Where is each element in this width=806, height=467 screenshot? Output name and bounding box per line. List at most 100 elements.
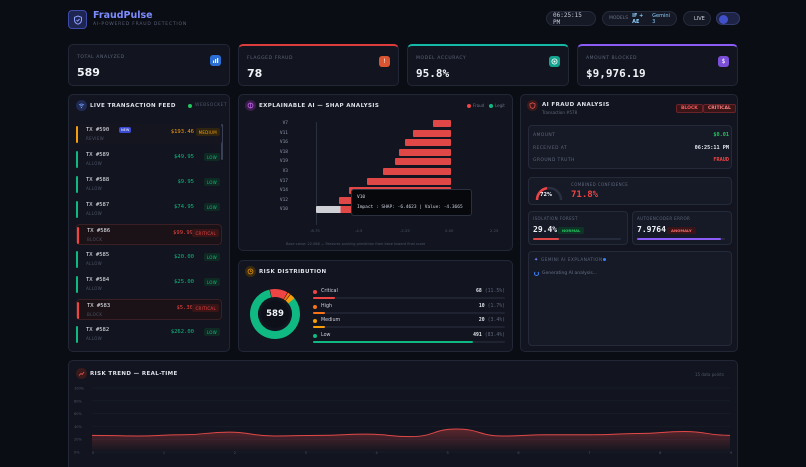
shap-footer: Base value: 22.068 — Features pushing pr…: [286, 242, 426, 246]
legend-fraud-label: Fraud: [473, 103, 485, 108]
feed-item[interactable]: TX #586 BLOCK $99.99 CRITICAL: [76, 224, 222, 245]
risk-stripe: [76, 276, 78, 293]
risk-row: Medium 20 (3.4%): [313, 318, 505, 330]
iso-fill: [533, 238, 559, 240]
donut-segment[interactable]: [250, 289, 300, 339]
feed-item[interactable]: TX #589 ALLOW $49.95 LOW: [76, 149, 222, 170]
feed-title: LIVE TRANSACTION FEED: [90, 103, 176, 109]
risk-stripe: [76, 251, 78, 268]
risk-count-value: 20: [478, 318, 485, 323]
stat-value: $9,976.19: [586, 67, 646, 80]
shap-bar[interactable]: [405, 139, 451, 147]
feed-item[interactable]: TX #582 ALLOW $262.00 LOW: [76, 324, 222, 345]
shap-bar[interactable]: [395, 158, 451, 166]
feed-scrollbar[interactable]: [221, 124, 223, 160]
stat-label: MODEL ACCURACY: [416, 56, 467, 61]
risk-level-badge: LOW: [203, 278, 220, 286]
iso-label: ISOLATION FOREST: [533, 216, 578, 221]
shap-bar[interactable]: [399, 148, 451, 156]
shap-feature-label: V3: [282, 169, 288, 174]
risk-stripe: [77, 227, 79, 244]
tooltip-text: Impact : SHAP: -6.4623 | Value: -4.3665: [357, 205, 463, 210]
feed-item[interactable]: TX #587 ALLOW $74.95 LOW: [76, 199, 222, 220]
shap-feature-label: V17: [279, 178, 288, 184]
risk-fill: [313, 311, 325, 314]
stat-card-amount-blocked: AMOUNT BLOCKED $9,976.19 $: [577, 44, 738, 86]
tooltip-feature: V10: [357, 195, 366, 200]
gemini-explanation-card: [528, 251, 732, 346]
shap-feature-label: V19: [279, 159, 288, 165]
confidence-value: 71.8%: [571, 190, 599, 200]
shap-bar[interactable]: [383, 168, 451, 175]
level-badge: CRITICAL: [703, 104, 736, 113]
trend-x-tick: 4: [376, 451, 379, 455]
feed-status: ALLOW: [86, 161, 103, 166]
feed-item[interactable]: TX #590 NEW REVIEW $193.46 MEDIUM: [76, 124, 222, 145]
shield-logo-icon: [68, 10, 87, 29]
stat-label: TOTAL ANALYZED: [77, 55, 125, 60]
stat-label: FLAGGED FRAUD: [247, 56, 294, 61]
trend-y-tick: 0%: [74, 451, 80, 455]
feed-status: ALLOW: [86, 336, 103, 341]
risk-level-badge: LOW: [203, 178, 220, 186]
risk-stripe: [77, 302, 79, 319]
risk-row: Critical 68 (11.5%): [313, 289, 505, 301]
trend-x-tick: 5: [446, 451, 448, 455]
model-indicator: MODELS IF + AE Gemini 3: [602, 11, 677, 26]
stat-value: 589: [77, 66, 100, 79]
risk-stripe: [76, 201, 78, 218]
risk-level-badge: CRITICAL: [192, 229, 219, 237]
donut-segment[interactable]: [285, 294, 295, 304]
risk-stripe: [76, 176, 78, 193]
shap-tick-label: 0.00: [445, 228, 454, 233]
risk-level-badge: LOW: [203, 253, 220, 261]
detail-row: AMOUNT $0.01: [533, 130, 729, 141]
shap-tick-label: -6.75: [310, 228, 320, 233]
detail-key: RECEIVED AT: [533, 146, 567, 151]
feed-amount: $49.95: [174, 154, 194, 160]
trend-x-tick: 0: [92, 451, 94, 455]
alert-icon: !: [379, 56, 390, 67]
explanation-status-dot: [603, 258, 606, 261]
risk-name: Medium: [321, 318, 341, 323]
ae-fill: [637, 238, 721, 240]
stat-card-total-analyzed: TOTAL ANALYZED 589: [68, 44, 230, 86]
donut-segment[interactable]: [270, 289, 288, 300]
sparkle-icon: ✦: [534, 257, 539, 263]
risk-total: 589: [266, 309, 284, 319]
feed-item[interactable]: TX #583 BLOCK $5.30 CRITICAL: [76, 299, 222, 320]
feed-amount: $193.46: [170, 129, 194, 135]
feed-item[interactable]: TX #584 ALLOW $25.00 LOW: [76, 274, 222, 295]
shap-bar[interactable]: [413, 129, 451, 137]
trend-y-tick: 100%: [74, 387, 85, 391]
risk-title: RISK DISTRIBUTION: [259, 269, 327, 275]
donut-segment[interactable]: [283, 292, 291, 301]
risk-level-badge: CRITICAL: [192, 304, 219, 312]
shap-tooltip: V10 Impact : SHAP: -6.4623 | Value: -4.3…: [351, 189, 472, 216]
shap-bar[interactable]: [433, 120, 451, 127]
risk-pct: (3.4%): [487, 318, 505, 323]
app-tagline: AI-POWERED FRAUD DETECTION: [93, 22, 188, 27]
theme-toggle[interactable]: [716, 12, 740, 25]
risk-track: [313, 311, 505, 314]
feed-item[interactable]: TX #585 ALLOW $20.00 LOW: [76, 249, 222, 270]
feed-status: ALLOW: [86, 286, 103, 291]
feed-tx-id: TX #586: [87, 228, 111, 234]
risk-name: Low: [321, 332, 331, 338]
feed-status: ALLOW: [86, 186, 103, 191]
trend-icon: [76, 368, 87, 379]
new-badge: NEW: [119, 127, 132, 133]
stat-card-model-accuracy: MODEL ACCURACY 95.8%: [407, 44, 569, 86]
risk-track: [313, 297, 505, 299]
risk-count: 10 (1.7%): [479, 304, 505, 309]
transaction-details: [528, 125, 732, 169]
shap-bar[interactable]: [367, 177, 451, 185]
feed-item[interactable]: TX #588 ALLOW $9.95 LOW: [76, 174, 222, 195]
trend-y-tick: 20%: [74, 438, 82, 442]
risk-stripe: [76, 126, 78, 143]
detail-key: AMOUNT: [533, 133, 556, 138]
live-indicator: LIVE: [683, 11, 711, 26]
risk-swatch: [313, 290, 317, 294]
trend-y-tick: 40%: [74, 425, 82, 429]
risk-name: High: [321, 303, 333, 309]
